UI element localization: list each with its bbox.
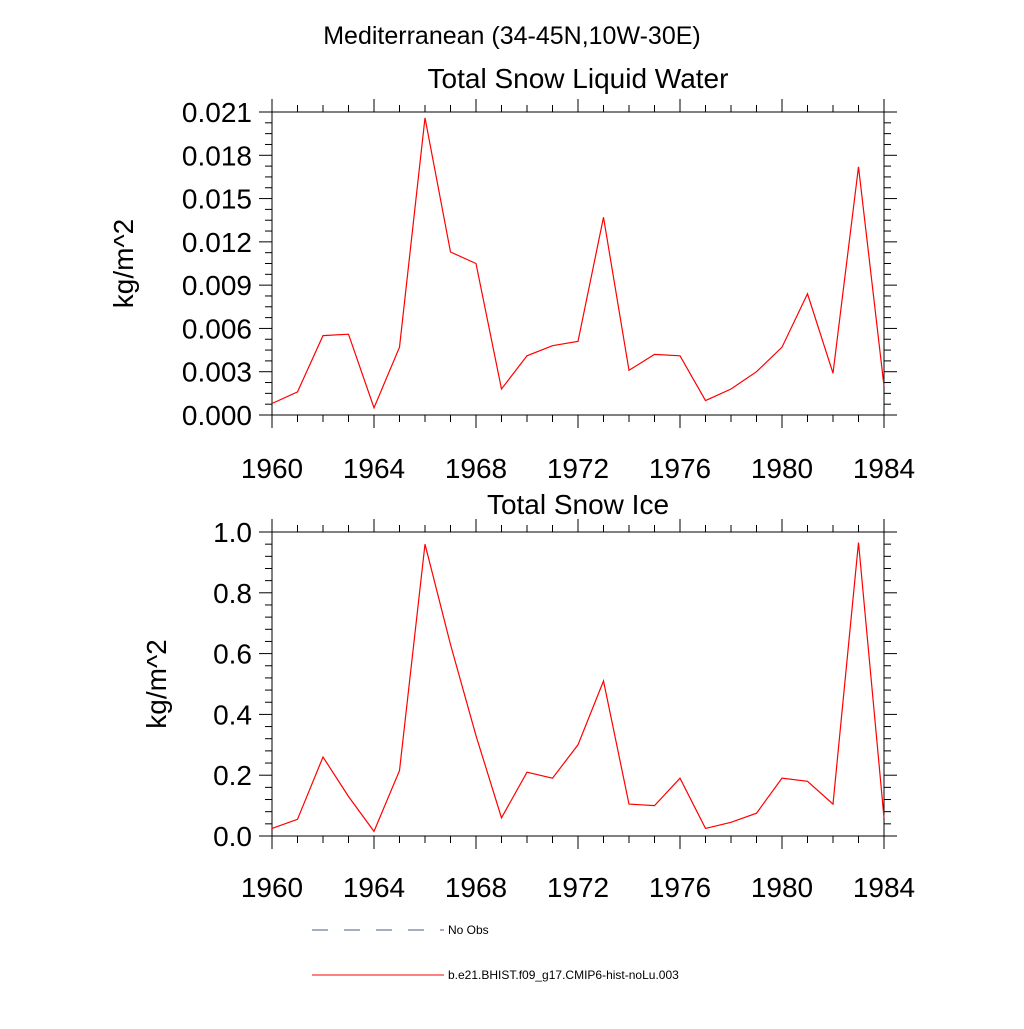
legend-item: b.e21.BHIST.f09_g17.CMIP6-hist-noLu.003 xyxy=(312,968,679,982)
x-tick-label: 1964 xyxy=(343,453,405,484)
plot-frame xyxy=(271,531,885,837)
y-tick-label: 0.2 xyxy=(213,760,252,791)
y-tick-label: 0.003 xyxy=(182,357,252,388)
x-tick-label: 1976 xyxy=(649,453,711,484)
series-line-1 xyxy=(271,117,885,410)
chart-panel-2: Total Snow Ice 1960 1964 1968 1972 1976 1980 19… xyxy=(141,489,915,903)
x-tick-label: 1984 xyxy=(853,453,915,484)
y-tick-label: 0.018 xyxy=(182,140,252,171)
y-tick-label: 0.000 xyxy=(182,400,252,431)
x-tick-label: 1960 xyxy=(241,872,303,903)
legend-item: No Obs xyxy=(312,923,489,937)
x-tick-label: 1972 xyxy=(547,872,609,903)
chart-panel-1: Total Snow Liquid Water 1960 1964 1968 1972 1… xyxy=(108,63,915,484)
x-tick-label: 1980 xyxy=(751,872,813,903)
y-tick-label: 0.6 xyxy=(213,639,252,670)
y-axis-label: kg/m^2 xyxy=(141,639,172,728)
x-tick-label: 1960 xyxy=(241,453,303,484)
y-tick-label: 0.021 xyxy=(182,97,252,128)
x-tick-label: 1980 xyxy=(751,453,813,484)
y-tick-label: 0.015 xyxy=(182,184,252,215)
y-tick-label: 0.009 xyxy=(182,270,252,301)
y-tick-label: 0.8 xyxy=(213,578,252,609)
y-tick-label: 0.012 xyxy=(182,227,252,258)
chart-title: Total Snow Liquid Water xyxy=(428,63,729,94)
series-line-1 xyxy=(271,542,885,833)
legend-label: b.e21.BHIST.f09_g17.CMIP6-hist-noLu.003 xyxy=(448,968,679,982)
y-tick-label: 0.0 xyxy=(213,821,252,852)
x-tick-label: 1964 xyxy=(343,872,405,903)
x-tick-label: 1984 xyxy=(853,872,915,903)
y-tick-label: 0.4 xyxy=(213,699,252,730)
legend: No Obs b.e21.BHIST.f09_g17.CMIP6-hist-noL… xyxy=(312,923,679,982)
chart-panels: Total Snow Liquid Water 1960 1964 1968 1972 1… xyxy=(108,63,915,903)
x-tick-label: 1976 xyxy=(649,872,711,903)
y-tick-label: 1.0 xyxy=(213,517,252,548)
x-tick-label: 1972 xyxy=(547,453,609,484)
y-axis-label: kg/m^2 xyxy=(108,219,139,308)
figure-title: Mediterranean (34-45N,10W-30E) xyxy=(323,22,701,50)
legend-label: No Obs xyxy=(448,923,489,937)
chart-title: Total Snow Ice xyxy=(487,489,669,520)
y-tick-label: 0.006 xyxy=(182,313,252,344)
x-tick-label: 1968 xyxy=(445,872,507,903)
plot-frame xyxy=(271,111,885,416)
x-tick-label: 1968 xyxy=(445,453,507,484)
